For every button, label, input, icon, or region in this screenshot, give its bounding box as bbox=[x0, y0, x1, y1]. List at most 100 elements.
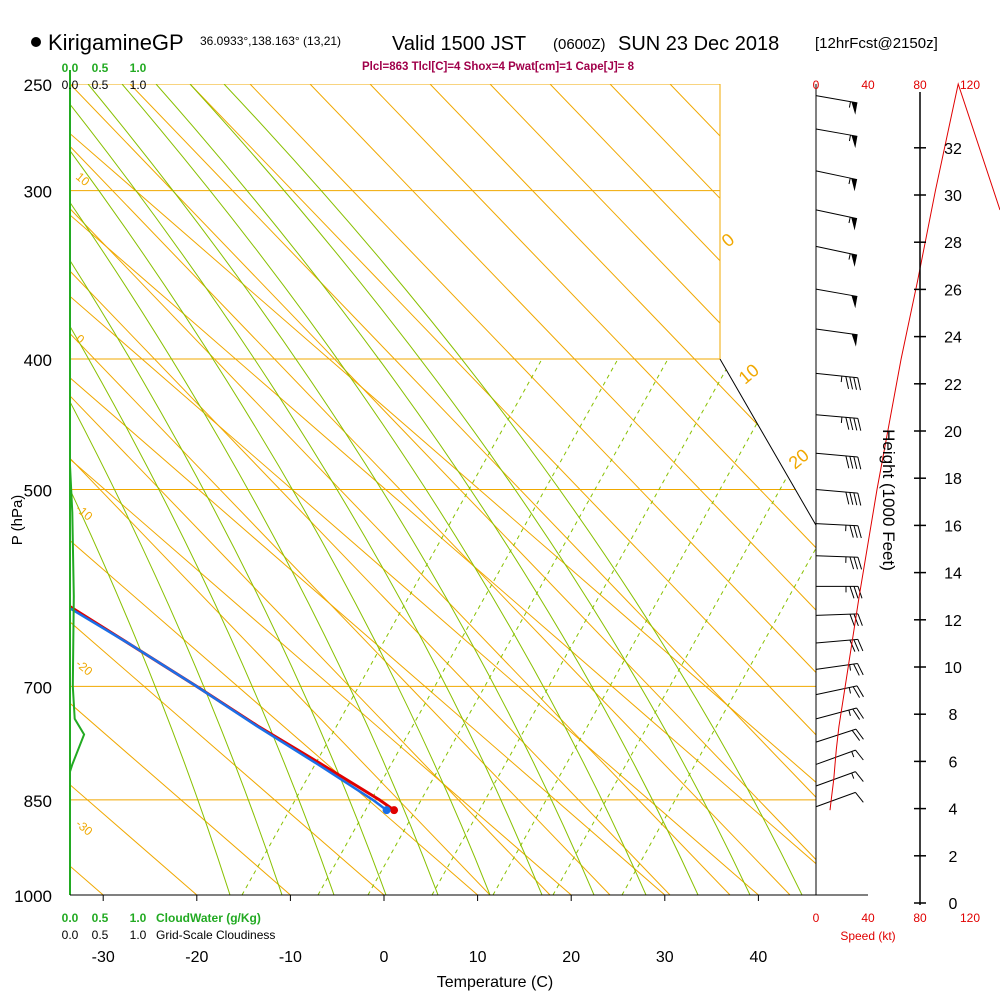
wind-barb-feather bbox=[845, 417, 850, 430]
pressure-tick-label: 500 bbox=[24, 482, 52, 501]
dry-adiabat-line bbox=[70, 270, 671, 895]
cloud-scale-top: 0.5 bbox=[92, 61, 109, 75]
dry-adiabat-line bbox=[549, 84, 816, 362]
pressure-tick-label: 400 bbox=[24, 351, 52, 370]
cloud-water-profile bbox=[69, 70, 86, 895]
wind-barb-feather bbox=[853, 417, 858, 431]
wind-barb bbox=[815, 523, 862, 539]
wind-barb-feather bbox=[857, 493, 862, 506]
wind-panel bbox=[815, 82, 1000, 895]
dry-adiabat-line bbox=[70, 395, 551, 895]
wind-barb-feather bbox=[856, 685, 864, 698]
isotherm-line bbox=[70, 621, 385, 895]
cloudiness-label: Grid-Scale Cloudiness bbox=[156, 928, 275, 942]
wind-barb-feather bbox=[857, 663, 864, 676]
height-tick-label: 26 bbox=[944, 282, 962, 299]
x-tick-label: 40 bbox=[750, 949, 768, 966]
station-marker-icon bbox=[31, 37, 41, 47]
wind-barb-feather bbox=[853, 492, 858, 506]
dry-adiabat-line bbox=[309, 84, 816, 611]
wind-barb-staff bbox=[815, 728, 857, 743]
wind-barb bbox=[815, 414, 862, 431]
cloud-scale-bottom: 0.5 bbox=[92, 911, 109, 925]
wind-barb-half-feather bbox=[848, 101, 851, 108]
wind-barb-staff bbox=[815, 663, 858, 670]
isotherm-line bbox=[70, 458, 572, 895]
wind-barb-staff bbox=[815, 288, 858, 297]
wind-barb-feather bbox=[853, 525, 858, 538]
height-tick-label: 2 bbox=[949, 849, 958, 866]
isotherm-line bbox=[70, 214, 816, 865]
wind-barb-half-feather bbox=[848, 135, 851, 142]
wind-barb-feather bbox=[857, 525, 862, 539]
dry-adiabat-line bbox=[369, 84, 816, 549]
pressure-tick-label: 250 bbox=[24, 76, 52, 95]
wind-barb bbox=[815, 663, 864, 676]
speed-axis-label: Speed (kt) bbox=[840, 929, 895, 943]
speed-tick-label-bottom: 120 bbox=[960, 911, 980, 925]
wind-barb-staff bbox=[815, 170, 858, 181]
wind-barb bbox=[816, 585, 863, 599]
mixing-ratio-line bbox=[317, 358, 619, 895]
wind-barb bbox=[815, 791, 864, 808]
wind-barb-feather bbox=[853, 613, 859, 627]
surface-dewpoint-point bbox=[382, 806, 391, 815]
height-tick-label: 22 bbox=[944, 377, 962, 394]
speed-tick-label-top: 120 bbox=[960, 78, 980, 92]
moist-adiabat-line bbox=[70, 149, 491, 895]
surface-temperature-point bbox=[390, 806, 399, 815]
dry-adiabat-line bbox=[129, 84, 816, 798]
pressure-tick-label: 850 bbox=[24, 792, 52, 811]
height-tick-label: 24 bbox=[944, 330, 962, 347]
wind-barb bbox=[815, 749, 864, 765]
wind-barb bbox=[815, 328, 858, 347]
mixing-ratio-label: 8 bbox=[477, 903, 493, 918]
wind-barb-half-feather bbox=[848, 709, 851, 716]
moist-adiabat-line bbox=[223, 84, 803, 895]
wind-barb bbox=[815, 638, 864, 652]
mixing-ratio-line bbox=[552, 424, 816, 895]
wind-barb-feather bbox=[852, 686, 861, 698]
wind-barb bbox=[815, 613, 863, 627]
grid-boundary-line bbox=[719, 358, 816, 527]
wind-barb-feather bbox=[853, 556, 859, 570]
isotherm-line bbox=[70, 702, 291, 895]
wind-barb-feather bbox=[845, 491, 850, 505]
height-tick-label: 6 bbox=[949, 754, 958, 771]
moist-adiabat-line bbox=[189, 84, 751, 895]
mixing-ratio-label: 20 bbox=[608, 899, 629, 920]
wind-barb-staff bbox=[815, 771, 856, 787]
cloud-scale-bottom: 0.0 bbox=[62, 911, 79, 925]
isotherm-label: -20 bbox=[73, 657, 96, 679]
wind-barb-staff bbox=[815, 452, 858, 458]
wind-barb-feather bbox=[849, 586, 855, 599]
wind-barb bbox=[815, 555, 863, 570]
isotherm-line bbox=[70, 132, 816, 783]
height-axis-label: Height (1000 Feet) bbox=[879, 429, 898, 571]
moist-adiabat-line bbox=[70, 201, 439, 895]
height-tick-label: 14 bbox=[944, 566, 962, 583]
isotherm-line bbox=[70, 377, 666, 895]
wind-barb-flag bbox=[851, 295, 858, 309]
pressure-tick-label: 1000 bbox=[14, 887, 52, 906]
wind-barb-feather bbox=[857, 639, 864, 652]
wind-barb bbox=[815, 728, 864, 743]
x-axis-label: Temperature (C) bbox=[437, 974, 553, 991]
speed-tick-label-bottom: 0 bbox=[813, 911, 820, 925]
isotherm-label: 10 bbox=[73, 170, 92, 190]
valid-zulu: (0600Z) bbox=[553, 36, 606, 53]
moist-adiabat-line bbox=[70, 325, 335, 895]
y-axis-label: P (hPa) bbox=[9, 495, 26, 546]
wind-barb bbox=[815, 707, 864, 720]
wind-barb-staff bbox=[815, 489, 858, 494]
speed-tick-label-top: 80 bbox=[913, 78, 927, 92]
wind-barb-staff bbox=[815, 613, 858, 616]
wind-barb-feather bbox=[849, 417, 854, 431]
wind-barb-feather bbox=[855, 728, 864, 740]
wind-barb-staff bbox=[815, 523, 858, 527]
mixing-ratio-line bbox=[492, 358, 794, 895]
cloud-scale-top: 0.0 bbox=[62, 61, 79, 75]
wind-barb-staff bbox=[815, 791, 856, 808]
wind-barb-flag bbox=[851, 253, 858, 267]
